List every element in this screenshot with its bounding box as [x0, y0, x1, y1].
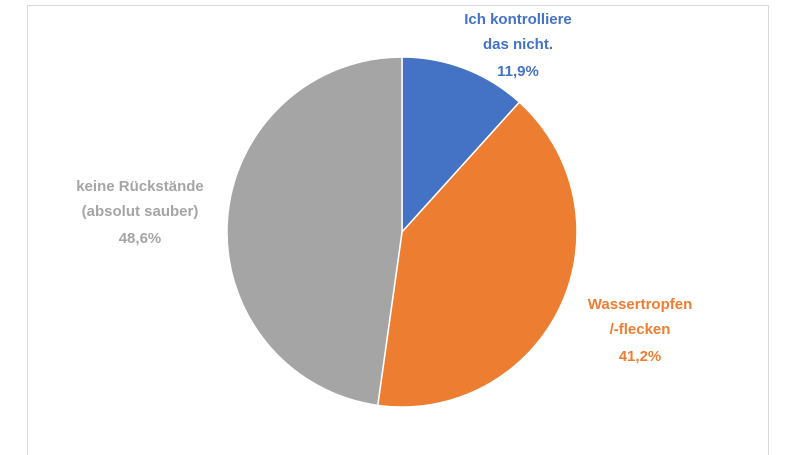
label-line: Ich kontrolliere [464, 11, 572, 28]
value-label: 41,2% [619, 348, 662, 365]
pie-slice [226, 56, 403, 407]
pie-slice [401, 56, 521, 234]
slice-label: keine Rückstände (absolut sauber) [76, 178, 204, 220]
label-line: /-flecken [610, 321, 671, 338]
label-line: Wassertropfen [588, 296, 692, 313]
pie-slice [376, 101, 578, 408]
slice-label: Wassertropfen /-flecken [588, 296, 692, 338]
label-line: (absolut sauber) [82, 203, 199, 220]
value-label: 48,6% [119, 230, 162, 247]
label-line: das nicht. [483, 36, 553, 53]
value-label: 11,9% [497, 63, 539, 80]
slice-label: Ich kontrolliere das nicht. [464, 11, 572, 53]
label-line: keine Rückstände [76, 178, 204, 195]
